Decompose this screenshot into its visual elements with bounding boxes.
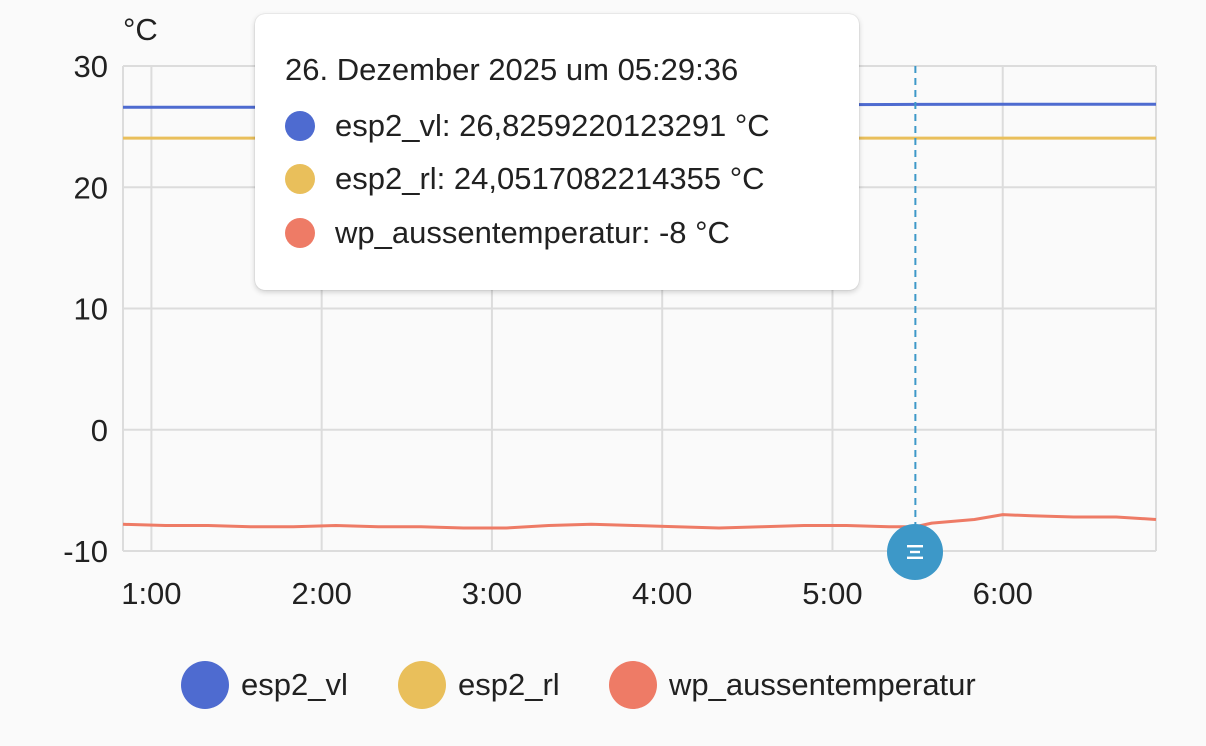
tooltip-row-text: esp2_rl: 24,0517082214355 °C xyxy=(335,161,765,196)
legend-label: esp2_vl xyxy=(241,667,348,702)
x-tick-label: 4:00 xyxy=(632,576,692,611)
x-tick-label: 2:00 xyxy=(291,576,351,611)
series-color-dot xyxy=(285,111,315,141)
legend-color-dot xyxy=(398,661,446,709)
x-tick-label: 1:00 xyxy=(121,576,181,611)
tooltip-row-esp2-vl: esp2_vl: 26,8259220123291 °C xyxy=(285,108,770,144)
legend-color-dot xyxy=(181,661,229,709)
y-tick-label: 20 xyxy=(74,170,108,205)
x-tick-label: 6:00 xyxy=(973,576,1033,611)
data-tooltip: 26. Dezember 2025 um 05:29:36 esp2_vl: 2… xyxy=(255,14,859,290)
tooltip-row-wp-aussentemperatur: wp_aussentemperatur: -8 °C xyxy=(285,215,730,251)
y-tick-label: -10 xyxy=(63,534,108,569)
tooltip-row-text: wp_aussentemperatur: -8 °C xyxy=(335,215,730,250)
legend-label: esp2_rl xyxy=(458,667,560,702)
y-axis-unit-label: °C xyxy=(123,12,158,47)
list-icon xyxy=(907,545,923,559)
series-color-dot xyxy=(285,164,315,194)
y-tick-label: 10 xyxy=(74,292,108,327)
tooltip-title: 26. Dezember 2025 um 05:29:36 xyxy=(285,52,739,87)
legend-item-esp2-vl[interactable]: esp2_vl xyxy=(181,660,348,710)
tooltip-row-text: esp2_vl: 26,8259220123291 °C xyxy=(335,108,770,143)
legend-item-wp-aussentemperatur[interactable]: wp_aussentemperatur xyxy=(609,660,976,710)
legend-label: wp_aussentemperatur xyxy=(669,667,976,702)
x-axis-ticks: 1:00 2:00 3:00 4:00 5:00 6:00 xyxy=(121,576,1033,611)
cursor-handle-button[interactable] xyxy=(887,524,943,580)
x-tick-label: 5:00 xyxy=(802,576,862,611)
chart-legend: esp2_vl esp2_rl wp_aussentemperatur xyxy=(0,660,1206,710)
y-tick-label: 0 xyxy=(91,413,108,448)
x-tick-label: 3:00 xyxy=(462,576,522,611)
series-color-dot xyxy=(285,218,315,248)
series-line-wp-aussentemperatur[interactable] xyxy=(122,513,1157,530)
legend-item-esp2-rl[interactable]: esp2_rl xyxy=(398,660,560,710)
tooltip-row-esp2-rl: esp2_rl: 24,0517082214355 °C xyxy=(285,161,765,197)
y-tick-label: 30 xyxy=(74,49,108,84)
y-axis-ticks: 30 20 10 0 -10 xyxy=(63,49,108,569)
legend-color-dot xyxy=(609,661,657,709)
